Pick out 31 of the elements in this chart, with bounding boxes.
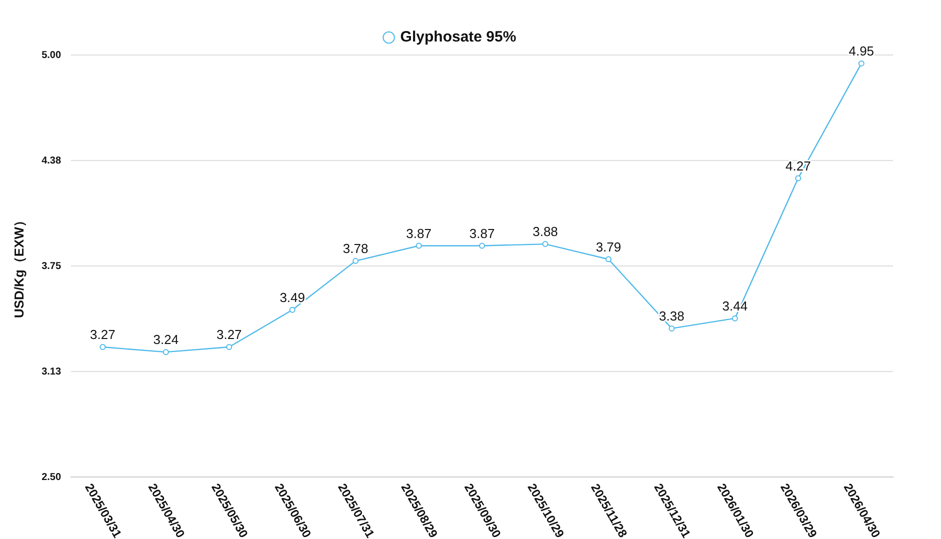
y-tick-label: 2.50 [42, 472, 62, 483]
data-label: 3.79 [596, 239, 622, 254]
point [352, 258, 359, 264]
legend-label: Glyphosate 95% [400, 28, 516, 46]
point [100, 344, 106, 350]
data-label: 3.78 [342, 241, 368, 256]
data-label: 3.49 [280, 290, 306, 305]
y-axis-title: USD/Kg（EXW） [11, 214, 26, 318]
data-label: 3.27 [90, 327, 116, 342]
point [858, 60, 864, 66]
data-label: 3.87 [406, 226, 432, 241]
y-tick-label: 5.00 [42, 50, 62, 61]
point [162, 349, 169, 356]
point [605, 256, 612, 262]
point [289, 306, 296, 313]
point [226, 344, 232, 350]
y-tick-label: 4.38 [42, 155, 62, 166]
data-label: 4.95 [848, 44, 874, 59]
data-label: 3.27 [216, 327, 242, 342]
data-label: 3.24 [153, 332, 179, 348]
point [416, 242, 422, 249]
data-label: 3.87 [469, 226, 495, 241]
y-tick-label: 3.75 [42, 260, 62, 272]
point [479, 242, 486, 249]
data-label: 3.88 [532, 224, 558, 240]
point [542, 241, 548, 248]
data-label: 3.38 [659, 308, 684, 324]
point [668, 325, 675, 332]
point [732, 315, 738, 322]
point [795, 175, 802, 182]
y-tick-label: 3.13 [42, 366, 62, 378]
